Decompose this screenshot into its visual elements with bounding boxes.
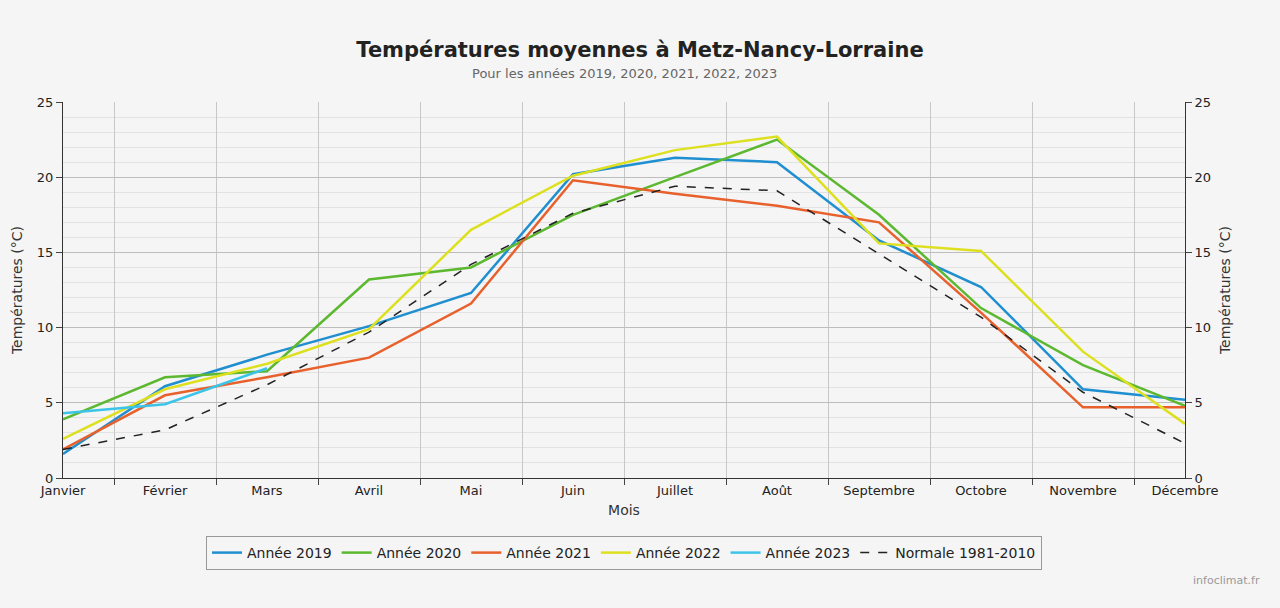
svg-text:15: 15 — [37, 245, 54, 260]
svg-text:Année 2023: Année 2023 — [766, 545, 851, 561]
svg-text:Pour les années 2019, 2020, 20: Pour les années 2019, 2020, 2021, 2022, … — [472, 66, 777, 81]
svg-text:Année 2022: Année 2022 — [636, 545, 721, 561]
svg-text:10: 10 — [1195, 320, 1212, 335]
svg-text:Mars: Mars — [251, 483, 283, 498]
svg-text:Températures moyennes à Metz-N: Températures moyennes à Metz-Nancy-Lorra… — [356, 38, 923, 62]
svg-text:Octobre: Octobre — [955, 483, 1007, 498]
svg-text:Février: Février — [143, 483, 188, 498]
svg-text:5: 5 — [45, 395, 53, 410]
svg-text:Novembre: Novembre — [1049, 483, 1116, 498]
svg-text:Juin: Juin — [560, 483, 585, 498]
svg-text:Année 2020: Année 2020 — [377, 545, 462, 561]
svg-text:Températures (°C): Températures (°C) — [1217, 226, 1233, 355]
svg-text:15: 15 — [1195, 245, 1212, 260]
svg-text:Mai: Mai — [460, 483, 483, 498]
svg-text:Janvier: Janvier — [40, 483, 86, 498]
svg-text:Avril: Avril — [355, 483, 383, 498]
svg-text:Année 2019: Année 2019 — [247, 545, 332, 561]
svg-text:25: 25 — [37, 95, 54, 110]
svg-text:Août: Août — [762, 483, 792, 498]
svg-text:10: 10 — [37, 320, 54, 335]
svg-text:0: 0 — [1195, 471, 1203, 486]
svg-text:20: 20 — [1195, 170, 1212, 185]
svg-text:Année 2021: Année 2021 — [506, 545, 591, 561]
svg-text:25: 25 — [1195, 95, 1212, 110]
svg-text:infoclimat.fr: infoclimat.fr — [1193, 574, 1260, 587]
svg-text:Décembre: Décembre — [1151, 483, 1218, 498]
svg-text:5: 5 — [1195, 395, 1203, 410]
svg-text:0: 0 — [45, 471, 53, 486]
svg-text:Mois: Mois — [608, 502, 640, 518]
svg-text:20: 20 — [37, 170, 54, 185]
svg-text:Normale 1981-2010: Normale 1981-2010 — [895, 545, 1035, 561]
svg-text:Températures (°C): Températures (°C) — [9, 226, 25, 355]
svg-text:Juillet: Juillet — [656, 483, 693, 498]
svg-text:Septembre: Septembre — [843, 483, 915, 498]
